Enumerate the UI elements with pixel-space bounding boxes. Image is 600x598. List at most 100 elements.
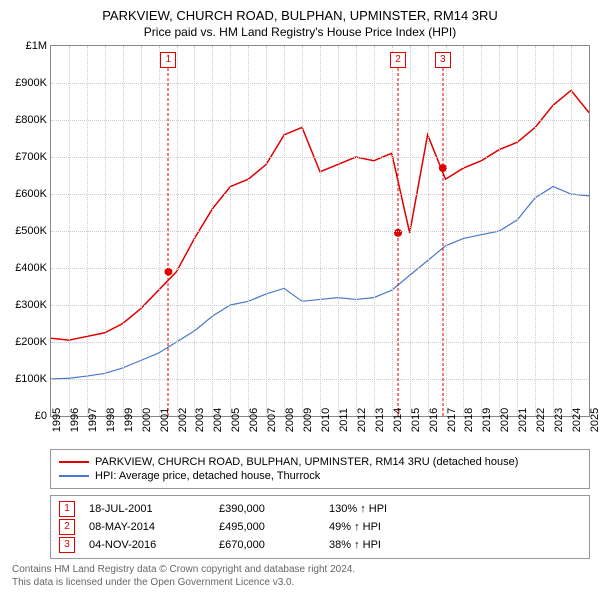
y-axis-label: £1M: [26, 40, 47, 52]
gridline-v: [410, 46, 411, 416]
y-axis-label: £0: [35, 410, 47, 422]
gridline-v: [141, 46, 142, 416]
x-axis-label: 2006: [248, 408, 260, 432]
legend-swatch: [59, 475, 89, 477]
gridline-v: [356, 46, 357, 416]
sales-price: £670,000: [219, 539, 329, 551]
sales-delta: 49% ↑ HPI: [329, 521, 449, 533]
x-axis-label: 1999: [123, 408, 135, 432]
legend-label: HPI: Average price, detached house, Thur…: [95, 470, 320, 482]
x-axis-label: 2015: [410, 408, 422, 432]
y-axis-label: £900K: [15, 77, 47, 89]
sales-date: 08-MAY-2014: [89, 521, 219, 533]
gridline-v: [499, 46, 500, 416]
sales-row: 3 04-NOV-2016£670,00038% ↑ HPI: [51, 536, 589, 554]
x-axis-label: 2011: [338, 408, 350, 432]
x-axis-label: 1997: [87, 408, 99, 432]
x-axis-label: 2024: [571, 408, 583, 432]
gridline-v: [105, 46, 106, 416]
sales-price: £390,000: [219, 503, 329, 515]
sales-badge: 3: [59, 537, 75, 553]
sales-delta: 130% ↑ HPI: [329, 503, 449, 515]
gridline-v: [87, 46, 88, 416]
gridline-v: [463, 46, 464, 416]
footer-line2: This data is licensed under the Open Gov…: [12, 576, 590, 589]
sale-marker-line: [442, 68, 443, 416]
sale-marker-line: [168, 68, 169, 416]
x-axis-label: 1995: [51, 408, 63, 432]
x-axis-label: 2021: [517, 408, 529, 432]
gridline-v: [392, 46, 393, 416]
legend-label: PARKVIEW, CHURCH ROAD, BULPHAN, UPMINSTE…: [95, 456, 518, 468]
x-axis-label: 2012: [356, 408, 368, 432]
gridline-v: [266, 46, 267, 416]
x-axis-label: 2002: [177, 408, 189, 432]
gridline-v: [284, 46, 285, 416]
gridline-v: [302, 46, 303, 416]
x-axis-label: 2023: [553, 408, 565, 432]
y-axis-label: £500K: [15, 225, 47, 237]
gridline-v: [571, 46, 572, 416]
sale-marker-badge: 3: [435, 52, 451, 68]
y-axis-label: £200K: [15, 336, 47, 348]
chart-subtitle: Price paid vs. HM Land Registry's House …: [0, 25, 600, 39]
y-axis-label: £600K: [15, 188, 47, 200]
x-axis-label: 2013: [374, 408, 386, 432]
gridline-v: [194, 46, 195, 416]
y-axis-label: £700K: [15, 151, 47, 163]
sales-table: 118-JUL-2001£390,000130% ↑ HPI208-MAY-20…: [50, 495, 590, 559]
legend-row: PARKVIEW, CHURCH ROAD, BULPHAN, UPMINSTE…: [59, 456, 581, 468]
gridline-v: [248, 46, 249, 416]
legend-row: HPI: Average price, detached house, Thur…: [59, 470, 581, 482]
x-axis-label: 2005: [230, 408, 242, 432]
x-axis-label: 2022: [535, 408, 547, 432]
gridline-v: [535, 46, 536, 416]
gridline-v: [230, 46, 231, 416]
y-axis-label: £400K: [15, 262, 47, 274]
sale-marker-line: [398, 68, 399, 416]
gridline-v: [446, 46, 447, 416]
x-axis-label: 2009: [302, 408, 314, 432]
sales-price: £495,000: [219, 521, 329, 533]
chart-container: PARKVIEW, CHURCH ROAD, BULPHAN, UPMINSTE…: [0, 8, 600, 598]
gridline-v: [517, 46, 518, 416]
y-axis-label: £100K: [15, 373, 47, 385]
gridline-v: [69, 46, 70, 416]
x-axis-label: 2003: [194, 408, 206, 432]
sale-marker-badge: 1: [160, 52, 176, 68]
sales-badge: 1: [59, 501, 75, 517]
sales-row: 118-JUL-2001£390,000130% ↑ HPI: [51, 500, 589, 518]
gridline-v: [553, 46, 554, 416]
gridline-v: [212, 46, 213, 416]
footer: Contains HM Land Registry data © Crown c…: [12, 563, 590, 589]
sale-marker-badge: 2: [390, 52, 406, 68]
gridline-v: [338, 46, 339, 416]
x-axis-label: 2025: [589, 408, 600, 432]
sales-delta: 38% ↑ HPI: [329, 539, 449, 551]
x-axis-label: 2017: [446, 408, 458, 432]
plot-area: £0£100K£200K£300K£400K£500K£600K£700K£80…: [50, 45, 590, 417]
gridline-v: [374, 46, 375, 416]
x-axis-label: 2020: [499, 408, 511, 432]
x-axis-label: 2016: [428, 408, 440, 432]
x-axis-label: 2019: [481, 408, 493, 432]
x-axis-label: 2018: [463, 408, 475, 432]
x-axis-label: 2010: [320, 408, 332, 432]
x-axis-label: 2004: [212, 408, 224, 432]
x-axis-label: 2000: [141, 408, 153, 432]
x-axis-label: 2007: [266, 408, 278, 432]
gridline-v: [177, 46, 178, 416]
gridline-v: [481, 46, 482, 416]
x-axis-label: 2008: [284, 408, 296, 432]
gridline-v: [428, 46, 429, 416]
gridline-v: [123, 46, 124, 416]
sales-date: 04-NOV-2016: [89, 539, 219, 551]
y-axis-label: £800K: [15, 114, 47, 126]
sales-badge: 2: [59, 519, 75, 535]
gridline-v: [159, 46, 160, 416]
chart-title: PARKVIEW, CHURCH ROAD, BULPHAN, UPMINSTE…: [0, 8, 600, 23]
x-axis-label: 1996: [69, 408, 81, 432]
gridline-v: [320, 46, 321, 416]
x-axis-label: 1998: [105, 408, 117, 432]
legend-swatch: [59, 461, 89, 463]
